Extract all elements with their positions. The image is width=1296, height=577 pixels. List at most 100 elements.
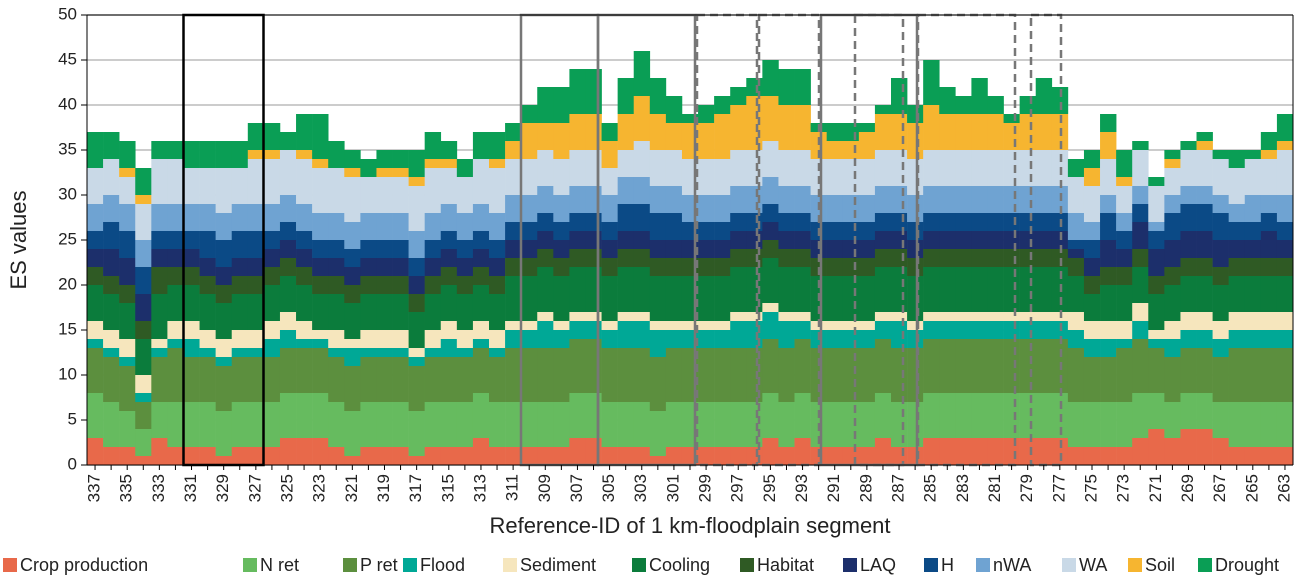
bar-segment: [505, 447, 522, 465]
bar-segment: [424, 240, 442, 258]
bar-segment: [778, 402, 795, 447]
bar-segment: [665, 447, 683, 465]
bar-segment: [296, 339, 313, 348]
bar-segment: [778, 150, 795, 186]
bar-segment: [955, 321, 972, 339]
bar-segment: [392, 330, 409, 348]
bar-segment: [135, 339, 152, 375]
bar-segment: [1035, 321, 1053, 339]
bar-segment: [858, 447, 876, 465]
bar-segment: [1276, 195, 1294, 222]
bar-segment: [440, 321, 458, 339]
bar-segment: [923, 60, 940, 105]
bar-segment: [923, 438, 940, 465]
x-tick-label: 289: [856, 474, 875, 502]
bar-segment: [151, 339, 168, 348]
bar-segment: [1212, 240, 1229, 267]
bar-segment: [1116, 186, 1133, 213]
bar-segment: [472, 438, 490, 465]
bar-segment: [858, 240, 876, 258]
bar-segment: [279, 276, 297, 312]
bar-segment: [505, 159, 522, 195]
bar-segment: [585, 231, 602, 249]
bar-segment: [1067, 276, 1085, 312]
bar-segment: [1132, 339, 1149, 393]
bar-segment: [376, 276, 393, 294]
bar-segment: [312, 348, 329, 393]
bar-segment: [1067, 258, 1085, 276]
bar-segment: [1132, 222, 1149, 249]
bar-segment: [971, 213, 988, 231]
bar-segment: [1228, 240, 1246, 258]
bar-segment: [489, 168, 506, 213]
y-tick-label: 45: [58, 49, 77, 68]
bar-segment: [505, 276, 522, 321]
bar-segment: [1228, 258, 1246, 276]
bar-segment: [103, 249, 120, 276]
legend-swatch: [632, 558, 646, 572]
bar-segment: [649, 456, 667, 465]
bar-segment: [923, 186, 940, 213]
bar-segment: [617, 231, 635, 249]
bar-segment: [665, 150, 683, 186]
bar-segment: [1035, 114, 1053, 150]
bar-segment: [247, 348, 265, 357]
bar-segment: [472, 132, 490, 159]
bar-segment: [762, 258, 779, 303]
bar-segment: [456, 357, 474, 402]
bar-segment: [601, 123, 618, 141]
bar-segment: [939, 267, 956, 312]
bar-segment: [1132, 393, 1149, 438]
y-tick-label: 30: [58, 184, 77, 203]
bar-segment: [1100, 132, 1117, 159]
bar-segment: [939, 213, 956, 231]
bar-segment: [167, 231, 184, 249]
bar-segment: [810, 240, 827, 258]
bar-segment: [585, 213, 602, 231]
bar-segment: [1035, 150, 1053, 186]
bar-segment: [344, 285, 361, 303]
legend-swatch: [403, 558, 417, 572]
bar-segment: [971, 438, 988, 465]
bar-segment: [392, 258, 409, 276]
bar-segment: [1228, 402, 1246, 447]
bar-segment: [842, 402, 860, 447]
bar-segment: [103, 348, 120, 357]
bar-segment: [472, 285, 490, 321]
bar-segment: [344, 348, 361, 366]
bar-segment: [376, 150, 393, 168]
bar-segment: [1244, 312, 1262, 330]
x-tick-label: 311: [503, 474, 522, 501]
bar-segment: [103, 222, 120, 249]
bar-segment: [617, 150, 635, 177]
bar-segment: [279, 195, 297, 222]
bar-segment: [456, 240, 474, 258]
bar-segment: [151, 141, 168, 159]
bar-segment: [215, 141, 233, 168]
x-tick-label: 333: [149, 474, 168, 502]
bar-segment: [183, 357, 200, 402]
x-tick-label: 279: [1017, 474, 1036, 502]
bar-segment: [698, 402, 715, 447]
bar-segment: [617, 267, 635, 312]
bar-segment: [263, 267, 281, 285]
x-tick-label: 299: [696, 474, 715, 502]
legend-swatch: [243, 558, 257, 572]
bar-segment: [714, 114, 731, 159]
bar-segment: [1003, 438, 1020, 465]
x-tick-label: 275: [1081, 474, 1100, 502]
bar-segment: [585, 114, 602, 150]
legend-label: LAQ: [860, 555, 896, 575]
bar-segment: [456, 447, 474, 465]
bar-segment: [971, 249, 988, 267]
bar-segment: [135, 294, 152, 321]
bar-segment: [344, 177, 361, 222]
bar-segment: [858, 123, 876, 132]
bar-segment: [360, 159, 377, 177]
bar-segment: [1164, 402, 1181, 438]
bar-segment: [891, 249, 908, 267]
bar-segment: [408, 294, 425, 312]
bar-segment: [424, 168, 442, 213]
bar-segment: [569, 339, 586, 393]
